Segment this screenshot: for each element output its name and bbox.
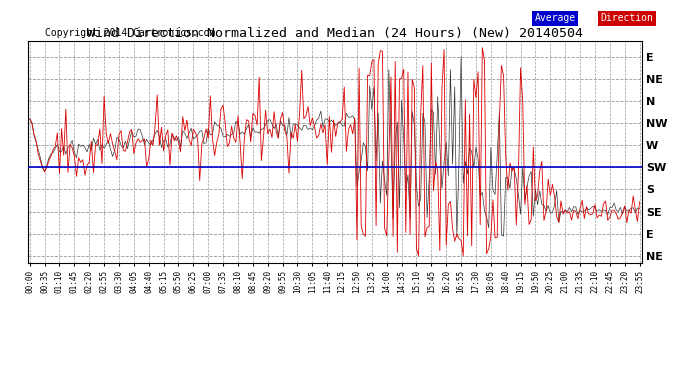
- Text: Copyright 2014 Cartronics.com: Copyright 2014 Cartronics.com: [45, 28, 215, 38]
- Title: Wind Direction Normalized and Median (24 Hours) (New) 20140504: Wind Direction Normalized and Median (24…: [87, 27, 582, 40]
- Text: Average: Average: [535, 13, 576, 23]
- Text: Direction: Direction: [600, 13, 653, 23]
